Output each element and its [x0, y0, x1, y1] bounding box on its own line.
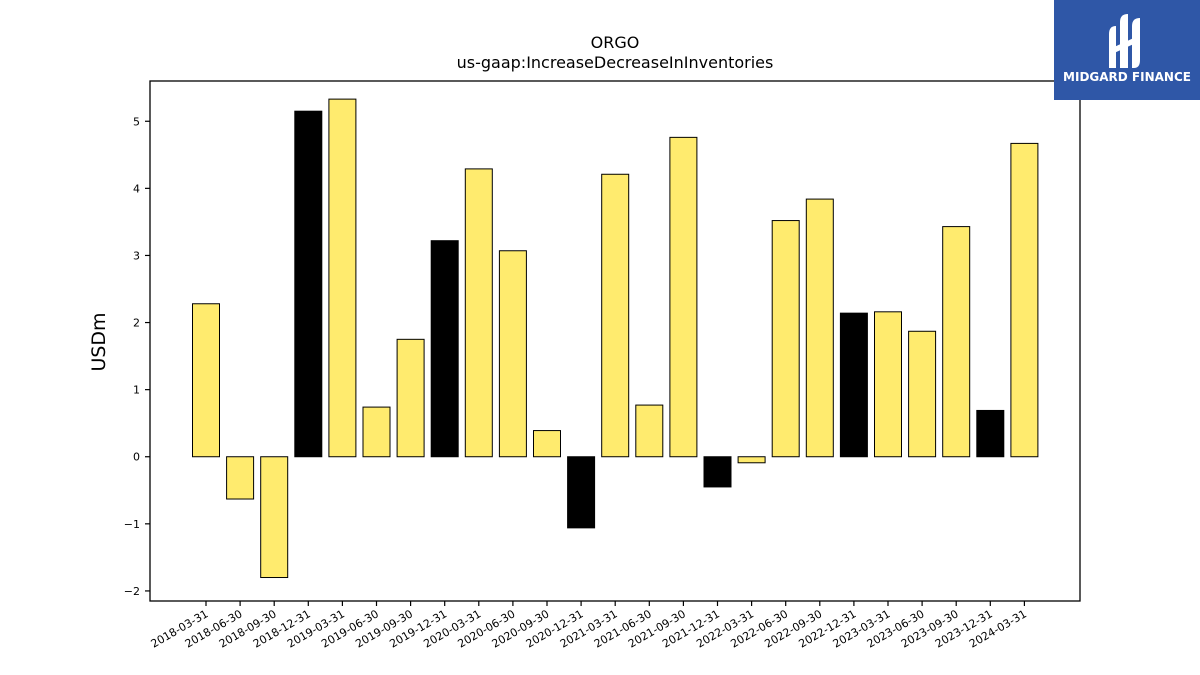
bar [805, 198, 834, 458]
logo-stroke-left [1109, 26, 1116, 68]
bar [328, 98, 357, 458]
bar [226, 456, 255, 500]
y-tick-label: −2 [124, 585, 140, 598]
logo-crossbar [1112, 36, 1138, 54]
bar [839, 312, 868, 458]
bar [669, 136, 698, 458]
chart-title: ORGO [591, 33, 640, 52]
logo-stroke-right [1132, 18, 1140, 68]
y-axis-label: USDm [88, 312, 110, 371]
bar [430, 240, 459, 458]
bar [771, 220, 800, 458]
bar [635, 404, 664, 458]
bar [396, 338, 425, 458]
bar [464, 168, 493, 458]
plot-area: −2−10123452018-03-312018-06-302018-09-30… [124, 80, 1081, 651]
bar [533, 430, 561, 458]
y-tick-label: 0 [133, 451, 140, 464]
y-tick-label: 3 [133, 249, 140, 262]
midgard-finance-logo: MIDGARD FINANCE [1054, 0, 1200, 100]
bar [1010, 142, 1039, 458]
bar [260, 456, 289, 579]
bar [601, 173, 630, 458]
y-tick-label: 1 [133, 384, 140, 397]
bar [737, 456, 766, 464]
bar [498, 250, 527, 458]
bar [567, 456, 596, 529]
logo-text: MIDGARD FINANCE [1063, 70, 1191, 84]
bar [908, 330, 937, 458]
bar [192, 303, 220, 458]
bar [362, 406, 391, 458]
bar [976, 409, 1005, 458]
y-tick-label: 2 [133, 317, 140, 330]
logo-stroke-middle [1120, 14, 1128, 68]
y-tick-label: −1 [124, 518, 140, 531]
chart-subtitle: us-gaap:IncreaseDecreaseInInventories [457, 53, 774, 72]
y-tick-label: 4 [133, 182, 140, 195]
bar [294, 110, 323, 458]
bar [703, 456, 732, 488]
y-tick-label: 5 [133, 115, 140, 128]
bar [942, 226, 971, 458]
bar [874, 311, 902, 458]
logo-icon: MIDGARD FINANCE [1054, 0, 1200, 100]
